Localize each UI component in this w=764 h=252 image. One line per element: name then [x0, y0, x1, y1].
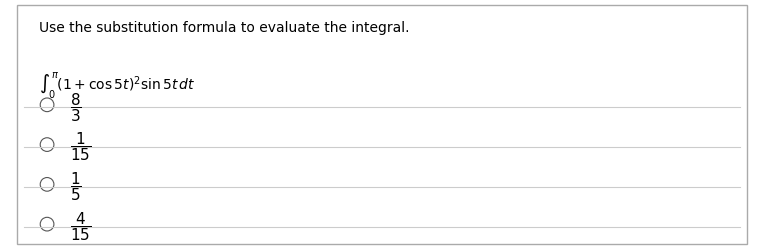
- Text: $\int_{0}^{\pi} (1 + \cos 5t)^2 \sin 5t \, dt$: $\int_{0}^{\pi} (1 + \cos 5t)^2 \sin 5t …: [40, 71, 196, 101]
- Text: $\dfrac{1}{5}$: $\dfrac{1}{5}$: [70, 170, 82, 202]
- Text: $\dfrac{4}{15}$: $\dfrac{4}{15}$: [70, 209, 92, 242]
- Text: $\dfrac{8}{3}$: $\dfrac{8}{3}$: [70, 90, 82, 123]
- Text: Use the substitution formula to evaluate the integral.: Use the substitution formula to evaluate…: [40, 21, 410, 35]
- FancyBboxPatch shape: [17, 6, 747, 244]
- Text: $\dfrac{1}{15}$: $\dfrac{1}{15}$: [70, 130, 92, 163]
